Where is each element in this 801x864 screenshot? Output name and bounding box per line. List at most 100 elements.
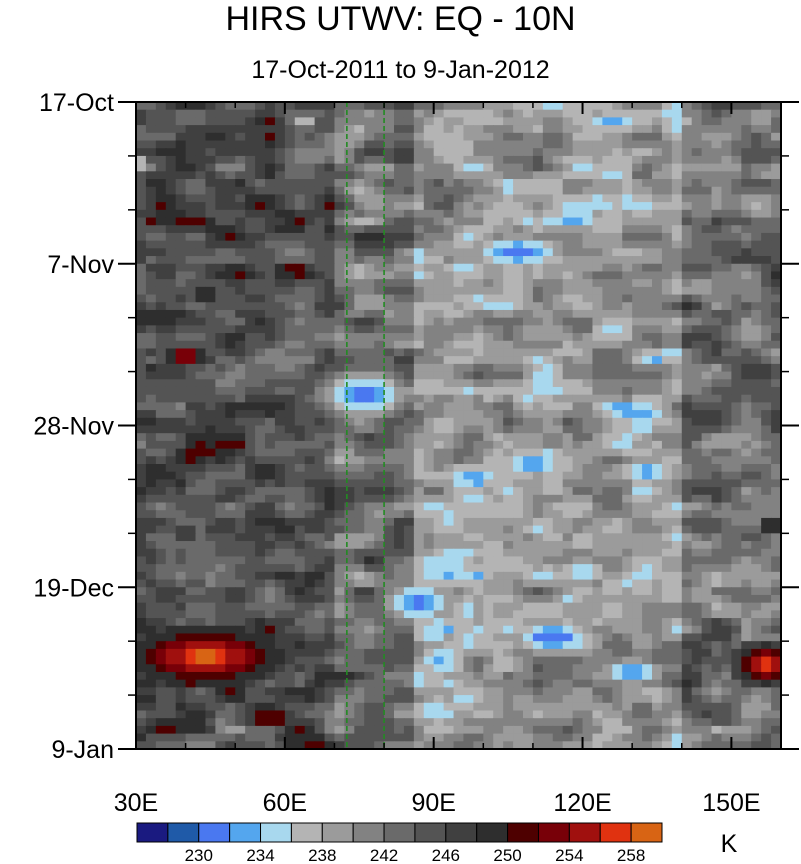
field-cell <box>771 186 782 196</box>
field-cell <box>513 209 524 219</box>
field-cell <box>691 440 703 450</box>
field-cell <box>394 533 405 542</box>
field-cell <box>562 179 574 188</box>
field-cell <box>265 648 276 658</box>
field-cell <box>165 217 177 226</box>
field-cell <box>582 155 594 165</box>
field-cell <box>195 125 207 134</box>
field-cell <box>324 371 336 380</box>
field-cell <box>463 641 474 650</box>
field-cell <box>761 271 772 280</box>
field-cell <box>334 510 345 519</box>
field-cell <box>294 610 306 619</box>
field-cell <box>175 163 187 172</box>
field-cell <box>582 448 594 457</box>
field-cell <box>542 256 554 265</box>
field-cell <box>215 148 226 157</box>
field-cell <box>136 256 147 265</box>
field-cell <box>215 510 226 519</box>
field-cell <box>354 525 365 534</box>
field-cell <box>463 202 474 211</box>
field-cell <box>542 633 554 642</box>
field-cell <box>701 171 713 180</box>
field-cell <box>473 155 484 165</box>
field-cell <box>661 302 673 311</box>
field-cell <box>374 479 385 488</box>
field-cell <box>384 494 395 504</box>
field-cell <box>364 217 375 226</box>
field-cell <box>562 417 574 427</box>
field-cell <box>483 317 494 326</box>
field-cell <box>612 571 623 581</box>
field-cell <box>771 248 782 257</box>
field-cell <box>344 587 355 596</box>
field-cell <box>304 102 316 111</box>
field-cell <box>592 186 603 196</box>
field-cell <box>255 179 266 188</box>
field-cell <box>661 417 673 427</box>
field-cell <box>165 263 177 273</box>
field-cell <box>552 386 564 396</box>
field-cell <box>245 564 256 573</box>
field-cell <box>175 179 187 188</box>
field-cell <box>532 471 544 481</box>
field-cell <box>542 556 554 565</box>
field-cell <box>681 410 693 419</box>
field-cell <box>751 348 762 357</box>
field-cell <box>612 487 623 496</box>
field-cell <box>761 679 772 688</box>
field-cell <box>612 679 623 688</box>
field-cell <box>463 425 474 434</box>
field-cell <box>552 171 564 180</box>
field-cell <box>523 325 534 334</box>
field-cell <box>572 440 584 450</box>
field-cell <box>582 102 594 111</box>
field-cell <box>552 479 564 488</box>
field-cell <box>215 464 226 473</box>
field-cell <box>632 348 643 357</box>
field-cell <box>354 179 365 188</box>
field-cell <box>493 256 504 265</box>
field-cell <box>413 571 425 581</box>
field-cell <box>145 325 157 334</box>
field-cell <box>463 271 474 280</box>
field-cell <box>523 464 534 473</box>
field-cell <box>294 556 306 565</box>
field-cell <box>443 425 455 434</box>
field-cell <box>761 671 772 681</box>
field-cell <box>413 648 425 658</box>
field-cell <box>294 579 306 588</box>
field-cell <box>155 541 167 550</box>
field-cell <box>344 125 355 134</box>
field-cell <box>354 309 365 319</box>
field-cell <box>751 132 762 142</box>
field-cell <box>334 556 345 565</box>
field-cell <box>721 148 732 157</box>
field-cell <box>473 579 484 588</box>
field-cell <box>701 656 713 665</box>
field-cell <box>284 340 296 350</box>
field-cell <box>652 448 663 457</box>
field-cell <box>661 294 673 303</box>
field-cell <box>731 363 742 373</box>
field-cell <box>681 217 693 226</box>
field-cell <box>225 548 236 558</box>
field-cell <box>185 217 197 226</box>
field-cell <box>215 625 226 635</box>
field-cell <box>145 279 157 288</box>
field-cell <box>562 618 574 627</box>
field-cell <box>701 155 713 165</box>
field-cell <box>523 417 534 427</box>
field-cell <box>324 309 336 319</box>
field-cell <box>195 109 207 118</box>
field-cell <box>255 263 266 273</box>
field-cell <box>175 125 187 134</box>
field-cell <box>463 533 474 542</box>
field-cell <box>731 271 742 280</box>
field-cell <box>374 317 385 326</box>
field-cell <box>265 410 276 419</box>
field-cell <box>681 317 693 326</box>
field-cell <box>165 448 177 457</box>
field-cell <box>741 502 752 511</box>
field-cell <box>443 679 455 688</box>
